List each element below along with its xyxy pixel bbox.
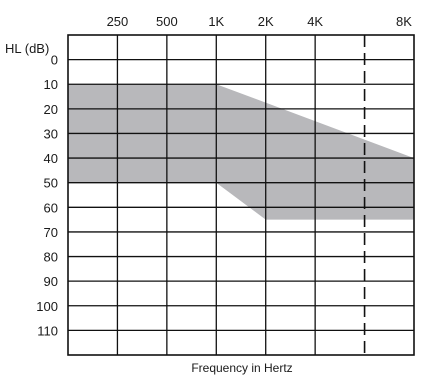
y-tick-label-90: 90: [44, 274, 58, 289]
x-tick-label-4k: 4K: [307, 14, 323, 29]
y-tick-label-0: 0: [51, 53, 58, 68]
y-axis-title: HL (dB): [5, 41, 49, 56]
label-layer: 250 500 1K 2K 4K 8K 0 10 20 30 40 50 60 70 80 90 100 110: [36, 14, 412, 338]
x-tick-label-250: 250: [107, 14, 129, 29]
hearing-range-band-0: [68, 84, 414, 220]
y-tick-label-60: 60: [44, 200, 58, 215]
y-tick-label-50: 50: [44, 176, 58, 191]
plot-frame: [67, 34, 415, 356]
y-tick-label-100: 100: [36, 299, 58, 314]
x-tick-label-1k: 1K: [208, 14, 224, 29]
y-tick-label-40: 40: [44, 151, 58, 166]
y-tick-label-70: 70: [44, 225, 58, 240]
hearing-band-layer: [68, 84, 414, 220]
x-axis-title: Frequency in Hertz: [191, 361, 292, 375]
y-tick-label-20: 20: [44, 102, 58, 117]
y-tick-label-80: 80: [44, 250, 58, 265]
y-tick-label-30: 30: [44, 126, 58, 141]
grid-layer: [67, 34, 415, 356]
y-tick-label-110: 110: [37, 323, 58, 338]
y-tick-label-10: 10: [44, 77, 58, 92]
x-tick-label-500: 500: [156, 14, 178, 29]
x-tick-label-8k: 8K: [396, 14, 412, 29]
x-tick-label-2k: 2K: [258, 14, 274, 29]
